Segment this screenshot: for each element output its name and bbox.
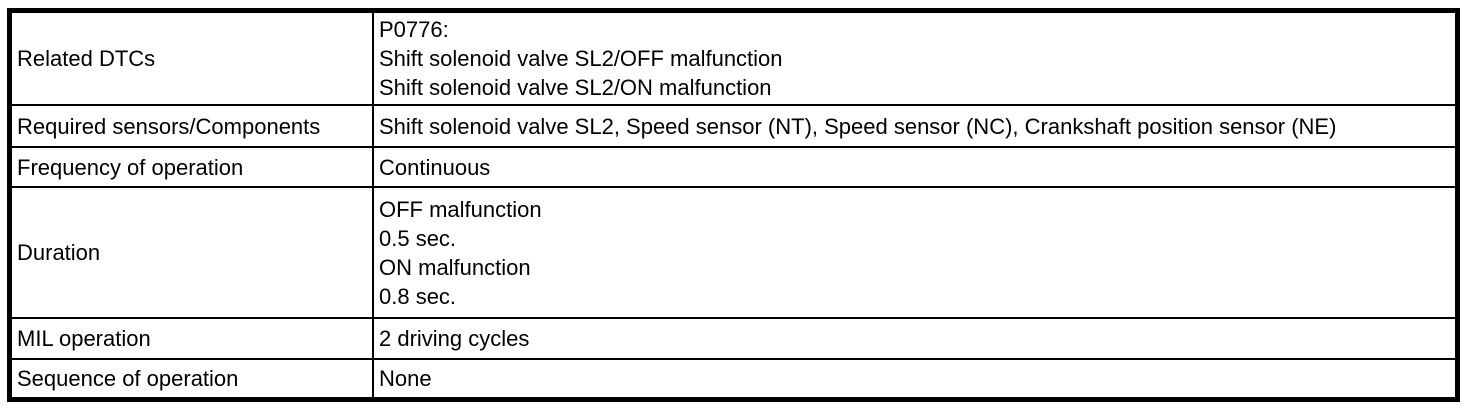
dtc-summary-table: Related DTCs P0776: Shift solenoid valve… xyxy=(7,8,1460,402)
table-row-duration: Duration OFF malfunction 0.5 sec. ON mal… xyxy=(8,186,1459,319)
row-label-frequency-of-operation: Frequency of operation xyxy=(8,146,374,188)
row-value-mil-operation: 2 driving cycles xyxy=(372,317,1459,360)
table-row-mil-operation: MIL operation 2 driving cycles xyxy=(8,317,1459,360)
row-label-duration: Duration xyxy=(8,186,374,319)
table-row-related-dtcs: Related DTCs P0776: Shift solenoid valve… xyxy=(8,9,1459,106)
table-row-sequence-of-operation: Sequence of operation None xyxy=(8,358,1459,400)
row-value-frequency-of-operation: Continuous xyxy=(372,146,1459,188)
row-label-sequence-of-operation: Sequence of operation xyxy=(8,358,374,400)
row-value-sequence-of-operation: None xyxy=(372,358,1459,400)
row-label-required-sensors: Required sensors/Components xyxy=(8,104,374,148)
row-value-duration: OFF malfunction 0.5 sec. ON malfunction … xyxy=(372,186,1459,319)
row-label-related-dtcs: Related DTCs xyxy=(8,9,374,106)
table-row-frequency-of-operation: Frequency of operation Continuous xyxy=(8,146,1459,188)
row-label-mil-operation: MIL operation xyxy=(8,317,374,360)
table-row-required-sensors: Required sensors/Components Shift soleno… xyxy=(8,104,1459,148)
row-value-required-sensors: Shift solenoid valve SL2, Speed sensor (… xyxy=(372,104,1459,148)
row-value-related-dtcs: P0776: Shift solenoid valve SL2/OFF malf… xyxy=(372,9,1459,106)
